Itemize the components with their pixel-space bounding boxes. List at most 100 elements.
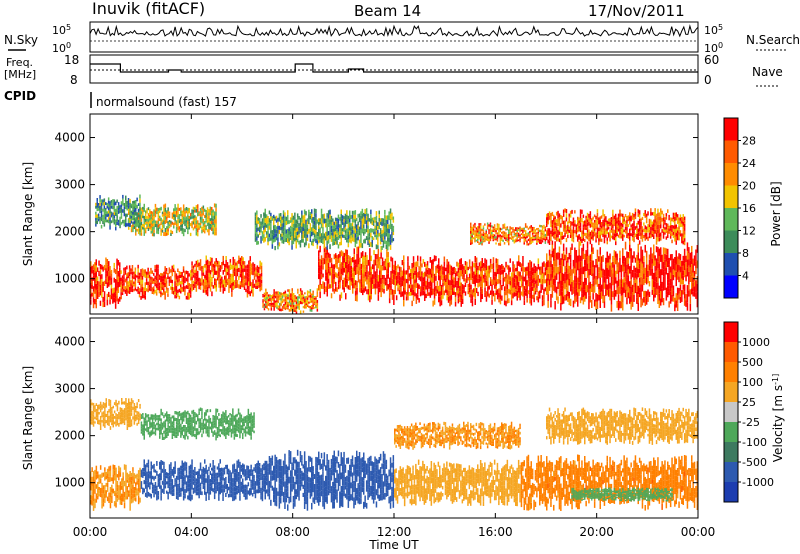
heatmap-cell — [364, 238, 366, 244]
heatmap-cell — [275, 229, 278, 234]
heatmap-cell — [320, 218, 323, 224]
heatmap-cell — [513, 268, 516, 274]
heatmap-cell — [555, 223, 558, 227]
heatmap-cell — [382, 225, 385, 230]
heatmap-cell — [435, 265, 437, 271]
heatmap-cell — [548, 215, 551, 220]
heatmap-cell — [246, 264, 249, 269]
heatmap-cell — [624, 241, 627, 250]
heatmap-cell — [133, 209, 135, 213]
heatmap-cell — [484, 223, 486, 226]
heatmap-cell — [115, 219, 117, 224]
heatmap-cell — [126, 284, 128, 289]
heatmap-cell — [228, 272, 230, 276]
heatmap-cell — [284, 299, 287, 302]
heatmap-cell — [533, 282, 535, 288]
heatmap-cell — [522, 236, 524, 239]
heatmap-cell — [385, 232, 388, 237]
heatmap-cell — [296, 231, 299, 236]
heatmap-cell — [273, 305, 275, 308]
heatmap-cell — [222, 270, 224, 275]
heatmap-cell — [561, 272, 563, 279]
heatmap-cell — [569, 269, 572, 277]
heatmap-cell — [467, 266, 469, 271]
heatmap-cell — [654, 260, 656, 266]
heatmap-cell — [225, 263, 227, 268]
heatmap-cell — [596, 257, 599, 265]
heatmap-cell — [653, 272, 655, 280]
heatmap-cell — [329, 214, 331, 220]
heatmap-cell — [128, 272, 131, 277]
heatmap-cell — [365, 224, 368, 229]
heatmap-cell — [120, 277, 122, 282]
heatmap-cell — [129, 219, 131, 223]
heatmap-cell — [492, 230, 494, 232]
heatmap-cell — [586, 248, 589, 257]
heatmap-cell — [477, 291, 479, 297]
heatmap-cell — [581, 293, 583, 301]
heatmap-cell — [474, 222, 476, 226]
heatmap-cell — [256, 265, 259, 269]
heatmap-cell — [408, 292, 411, 296]
heatmap-cell — [400, 292, 402, 298]
heatmap-cell — [599, 247, 601, 255]
heatmap-cell — [334, 231, 337, 235]
heatmap-cell — [550, 216, 552, 220]
heatmap-cell — [553, 224, 555, 229]
heatmap-cell — [91, 269, 93, 274]
heatmap-cell — [595, 235, 597, 240]
heatmap-cell — [372, 217, 375, 221]
heatmap-cell — [277, 291, 280, 294]
heatmap-cell — [534, 229, 537, 232]
heatmap-cell — [309, 308, 312, 312]
heatmap-cell — [473, 279, 475, 285]
heatmap-cell — [282, 231, 285, 236]
heatmap-cell — [95, 283, 97, 290]
heatmap-cell — [168, 267, 171, 271]
heatmap-cell — [471, 267, 474, 273]
heatmap-cell — [617, 270, 620, 279]
heatmap-cell — [572, 266, 575, 274]
heatmap-cell — [567, 273, 569, 280]
heatmap-cell — [464, 278, 467, 283]
heatmap-cell — [403, 274, 405, 281]
heatmap-cell — [305, 297, 307, 300]
heatmap-cell — [116, 269, 118, 275]
heatmap-cell — [508, 236, 510, 239]
heatmap-cell — [274, 224, 276, 230]
heatmap-cell — [415, 298, 418, 304]
heatmap-cell — [127, 222, 130, 227]
heatmap-cell — [645, 271, 648, 278]
heatmap-cell — [640, 235, 642, 240]
heatmap-cell — [92, 286, 95, 292]
heatmap-cell — [644, 275, 646, 284]
heatmap-cell — [302, 234, 304, 239]
heatmap-cell — [271, 244, 274, 249]
heatmap-cell — [135, 203, 137, 208]
heatmap-cell — [301, 226, 303, 231]
heatmap-cell — [205, 260, 207, 266]
heatmap-cell — [693, 270, 696, 277]
heatmap-cell — [180, 290, 182, 294]
heatmap-cell — [644, 210, 646, 214]
nsky-left-tick-high: 105 — [52, 23, 71, 37]
heatmap-cell — [640, 225, 642, 229]
heatmap-cell — [610, 219, 613, 223]
heatmap-cell — [305, 296, 307, 298]
heatmap-cell — [132, 224, 134, 227]
heatmap-cell — [557, 237, 559, 242]
heatmap-cell — [629, 243, 631, 251]
heatmap-cell — [648, 259, 651, 266]
heatmap-cell — [238, 255, 240, 260]
heatmap-cell — [562, 209, 565, 214]
heatmap-cell — [150, 279, 152, 283]
heatmap-cell — [588, 282, 590, 290]
heatmap-cell — [205, 217, 207, 221]
heatmap-cell — [609, 288, 611, 295]
heatmap-cell — [103, 198, 106, 202]
heatmap-cell — [206, 277, 209, 283]
heatmap-cell — [333, 221, 335, 225]
heatmap-cell — [243, 268, 246, 272]
heatmap-cell — [138, 272, 141, 276]
heatmap-cell — [445, 282, 447, 286]
